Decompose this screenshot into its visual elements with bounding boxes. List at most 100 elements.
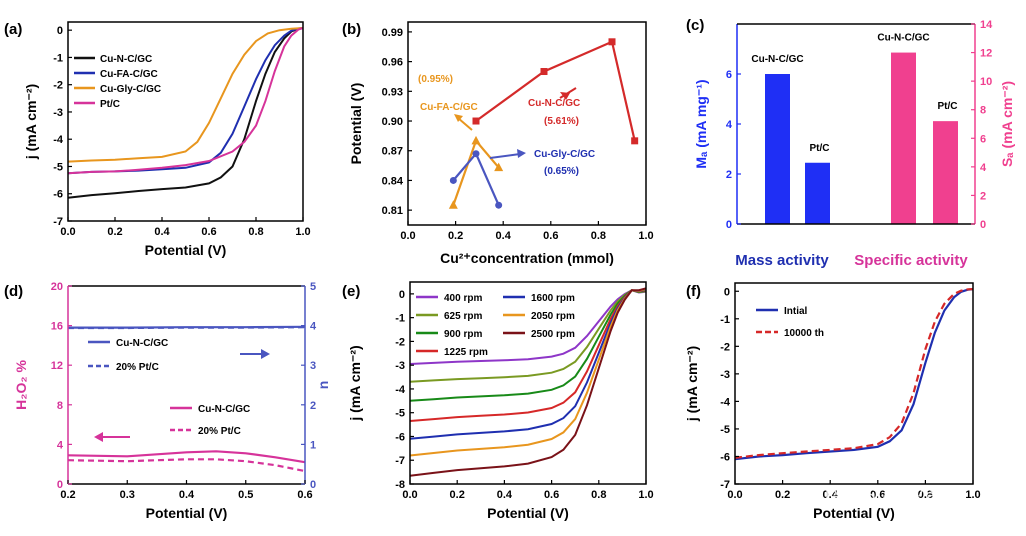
legend-label: Cu-N-C/GC (100, 54, 152, 65)
bar-category-label: Cu-N-C/GC (751, 54, 803, 65)
axis-indicator-arrowhead (94, 432, 103, 442)
panel-b-x-axis-label: Cu²⁺concentration (mmol) (440, 250, 614, 266)
panel-f-x-tick-label: 0.0 (727, 489, 742, 501)
panel-d-y-axis-label-left: H₂O₂ % (13, 360, 29, 410)
panel-a-chart: 0.0 0.2 0.4 0.6 0.8 1.0 -7 -6 -5 -4 -3 -2 -1 0 Potenti… (4, 21, 311, 258)
series-line-cu-gly-c-gc (452, 151, 500, 206)
legend-label: 1225 rpm (444, 347, 488, 358)
panel-f-x-tick-label: 0.6 (870, 489, 885, 501)
panel-b-x-tick-label: 1.0 (638, 230, 653, 242)
panel-a-y-tick-label: -1 (53, 52, 63, 64)
panel-f-y-tick-label: -5 (720, 424, 730, 436)
annotation-label: Cu-Gly-C/GC (534, 149, 595, 160)
series-line-cu-gly-c-gc (67, 27, 304, 163)
panel-e-x-tick-label: 0.6 (544, 489, 559, 501)
legend-label: 20% Pt/C (116, 362, 159, 373)
legend-label: Cu-FA-C/GC (100, 69, 158, 80)
panel-a-x-tick-label: 0.0 (60, 226, 75, 238)
panel-a-x-axis-label: Potential (V) (145, 242, 227, 258)
panel-b-y-axis-label: Potential (V) (348, 83, 364, 165)
data-point-cu-n-c-gc (631, 137, 639, 145)
legend-label: 625 rpm (444, 311, 482, 322)
panel-b-x-tick-label: 0.4 (496, 230, 512, 242)
panel-c-y-axis-label-left: Mₐ (mA mg⁻¹) (693, 79, 709, 168)
series-line-left-20-pt-c (67, 458, 306, 473)
panel-c-y2-tick-label: 4 (980, 162, 987, 174)
bar-category-label: Pt/C (938, 101, 958, 112)
panel-e-chart: 0.0 0.2 0.4 0.6 0.8 1.0 -8 -7 -6 -5 -4 -3 -2 -1 0 Poten… (342, 281, 654, 521)
data-point-cu-fa-c-gc (448, 200, 458, 209)
panel-f-x-tick-label: 0.2 (775, 489, 790, 501)
series-line-2500-rpm (409, 287, 647, 477)
panel-b-chart: 0.0 0.2 0.4 0.6 0.8 1.0 0.81 0.84 0.87 0.90 0.93 0.… (342, 21, 654, 266)
panel-d-x-tick-label: 0.3 (120, 489, 135, 501)
panel-f-x-tick-label: 0.4 (823, 489, 839, 501)
panel-d-y-tick-label: 12 (51, 360, 63, 372)
bar-category-label: Cu-N-C/GC (877, 33, 929, 44)
panel-a-y-tick-label: 0 (57, 25, 63, 37)
panel-d-y-tick-label: 4 (57, 439, 64, 451)
panel-e-y-tick-label: -3 (395, 360, 405, 372)
panel-a-plot-frame (67, 21, 304, 222)
bar-right-cu-n-c-gc (891, 52, 916, 225)
annotation-arrowhead (454, 114, 463, 122)
panel-e-x-tick-label: 0.4 (497, 489, 513, 501)
legend-label: 900 rpm (444, 329, 482, 340)
panel-c-chart: Cu-N-C/GC Pt/C Cu-N-C/GC Pt/C 0 2 4 6 0 2 4 6 8 10 12 1… (686, 17, 1015, 269)
data-point-cu-n-c-gc (608, 38, 616, 46)
panel-e-y-tick-label: -1 (395, 313, 405, 325)
panel-a-y-tick-label: -7 (53, 216, 63, 228)
panel-b-y-tick-label: 0.81 (382, 205, 403, 217)
bar-right-pt-c (933, 121, 958, 224)
series-line-cu-n-c-gc (475, 40, 636, 142)
legend-label: 20% Pt/C (198, 426, 241, 437)
panel-b-x-tick-label: 0.0 (400, 230, 415, 242)
panel-e-y-tick-label: -7 (395, 455, 405, 467)
panel-a-y-tick-label: -3 (53, 107, 63, 119)
bar-left-pt-c (805, 162, 830, 224)
panel-a-y-tick-label: -2 (53, 80, 63, 92)
legend-label: Pt/C (100, 99, 120, 110)
panel-e-panel-letter: (e) (342, 283, 360, 300)
panel-c-y2-tick-label: 0 (980, 219, 986, 231)
panel-d-x-tick-label: 0.5 (238, 489, 253, 501)
data-point-cu-fa-c-gc (471, 135, 481, 145)
panel-b-x-tick-label: 0.8 (591, 230, 606, 242)
panel-b-x-tick-label: 0.2 (448, 230, 463, 242)
data-point-cu-gly-c-gc (472, 150, 480, 158)
panel-e-y-tick-label: 0 (399, 289, 405, 301)
annotation-arrowhead (517, 149, 526, 158)
panel-a-x-tick-label: 1.0 (295, 226, 310, 238)
data-point-cu-gly-c-gc (449, 176, 457, 184)
panel-d-y-tick-label: 0 (57, 479, 63, 491)
panel-c-y2-tick-label: 14 (980, 19, 993, 31)
panel-f-panel-letter: (f) (686, 283, 701, 300)
annotation-label: Cu-N-C/GC (528, 98, 580, 109)
group-label-specific-activity: Specific activity (854, 252, 968, 269)
panel-a-y-axis-label: j (mA cm⁻²) (23, 84, 39, 160)
panel-c-y-tick-label: 2 (726, 169, 732, 181)
panel-b-y-tick-label: 0.96 (382, 57, 403, 69)
data-point-cu-n-c-gc (540, 68, 548, 76)
panel-a-x-tick-label: 0.4 (154, 226, 170, 238)
data-point-cu-n-c-gc (472, 117, 480, 125)
panel-d-y-tick-label: 20 (51, 281, 63, 293)
panel-c-y-axis-label-right: Sₐ (mA cm⁻²) (999, 81, 1015, 167)
panel-c-y2-tick-label: 2 (980, 190, 986, 202)
series-line-right-cu-n-c-gc (68, 325, 306, 329)
panel-f-x-tick-label: 1.0 (965, 489, 980, 501)
annotation-arrowhead (560, 92, 570, 100)
panel-d-x-tick-label: 0.6 (297, 489, 312, 501)
panel-c-y2-tick-label: 6 (980, 133, 986, 145)
panel-e-x-tick-label: 0.8 (591, 489, 606, 501)
panel-e-plot-frame (409, 281, 647, 485)
bar-left-cu-n-c-gc (765, 74, 790, 224)
panel-d-x-tick-label: 0.4 (179, 489, 195, 501)
legend-label: Intial (784, 306, 808, 317)
panel-c-y2-tick-label: 10 (980, 76, 992, 88)
panel-a-panel-letter: (a) (4, 21, 22, 38)
panel-d-y2-tick-label: 3 (310, 360, 316, 372)
legend-label: Cu-N-C/GC (116, 338, 168, 349)
legend-label: 10000 th (784, 328, 824, 339)
